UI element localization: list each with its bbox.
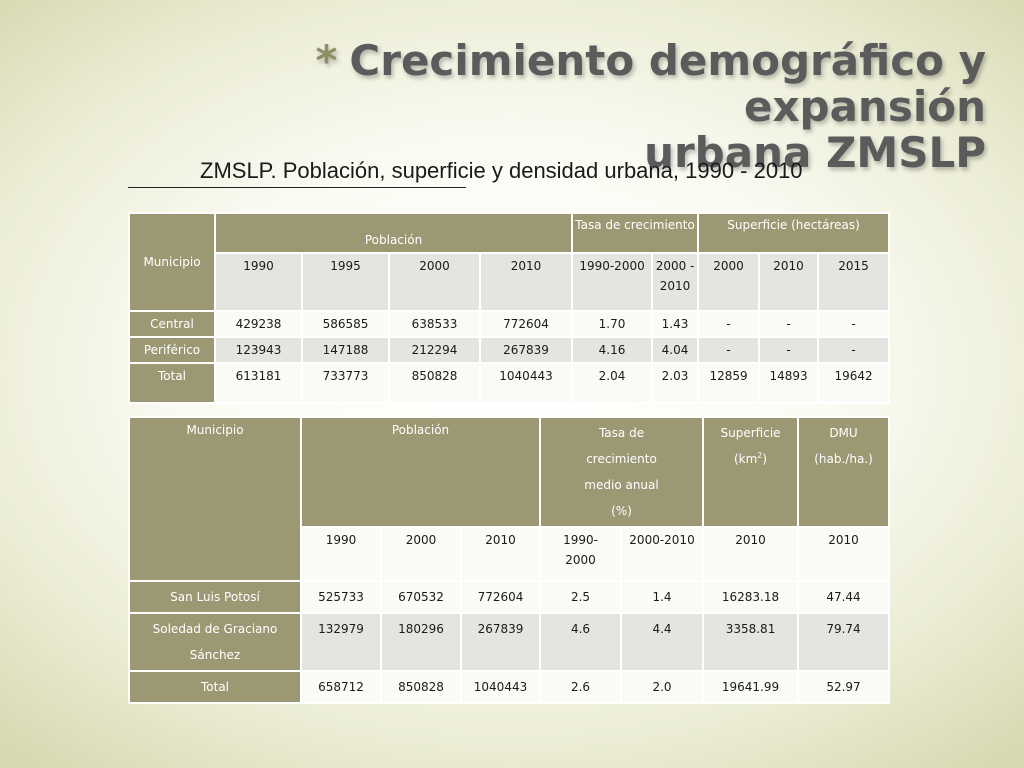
header-tasa-crecimiento: Tasa de crecimiento medio anual (%) <box>539 416 705 528</box>
table-cell: 4.16 <box>571 336 654 364</box>
table-cell: 613181 <box>214 362 303 404</box>
table-cell: 14893 <box>758 362 820 404</box>
subheader-cell: 1990 <box>214 252 303 312</box>
subheader-cell: 1990-2000 <box>539 526 623 582</box>
title-line-1: Crecimiento demográfico y expansión <box>349 36 986 131</box>
subheader-cell: 2000 - 2010 <box>651 252 700 312</box>
subheader-cell: 2015 <box>817 252 891 312</box>
header-dmu: DMU (hab./ha.) <box>797 416 891 528</box>
table-cell: 4.04 <box>651 336 700 364</box>
table-cell: - <box>817 310 891 338</box>
subheader-cell: 2010 <box>459 526 542 582</box>
table-cell: 12859 <box>697 362 761 404</box>
table-row: San Luis Potosí 525733 670532 772604 2.5 1.4 1… <box>128 580 891 614</box>
table-cell: 2.6 <box>539 670 623 704</box>
table-cell: 670532 <box>380 580 462 614</box>
header-superficie-label: Superficie <box>720 426 781 440</box>
table-row: Soledad de Graciano Sánchez 132979 180296 2… <box>128 612 891 672</box>
subheader-cell: 1995 <box>301 252 390 312</box>
table-cell: 772604 <box>459 580 542 614</box>
table-cell: 2.0 <box>620 670 705 704</box>
table-cell: 658712 <box>300 670 382 704</box>
table-cell: 525733 <box>300 580 382 614</box>
table-cell: 2.5 <box>539 580 623 614</box>
subheader-cell: 2000 <box>697 252 761 312</box>
subheader-cell: 2010 <box>797 526 891 582</box>
row-label: San Luis Potosí <box>128 580 302 614</box>
table-cell: 772604 <box>478 310 574 338</box>
subheader-cell: 1990 <box>300 526 382 582</box>
header-superficie: Superficie (km2) <box>702 416 800 528</box>
table-cell: - <box>758 336 820 364</box>
table-row: Total 658712 850828 1040443 2.6 2.0 19641.99 52… <box>128 670 891 704</box>
title-line-2: urbana ZMSLP <box>644 128 986 177</box>
table-cell: 850828 <box>388 362 481 404</box>
row-label: Total <box>128 670 302 704</box>
table-cell: - <box>697 310 761 338</box>
table-cell: 79.74 <box>797 612 891 672</box>
header-superficie-close: ) <box>762 452 768 466</box>
table-cell: 1.43 <box>651 310 700 338</box>
subheader-cell: 2010 <box>758 252 820 312</box>
table-cell: 4.4 <box>620 612 705 672</box>
row-label: Periférico <box>128 336 216 364</box>
table-cell: 267839 <box>459 612 542 672</box>
table-cell: 52.97 <box>797 670 891 704</box>
header-superficie-exponent: 2 <box>757 451 763 460</box>
table-cell: 123943 <box>214 336 303 364</box>
header-poblacion: Población <box>213 212 574 254</box>
table-cell: 1040443 <box>459 670 542 704</box>
table-cell: 2.04 <box>571 362 654 404</box>
table-cell: 132979 <box>300 612 382 672</box>
subheader-cell: 1990-2000 <box>571 252 654 312</box>
header-municipio: Municipio <box>128 212 216 312</box>
table-cell: 180296 <box>380 612 462 672</box>
subheader-cell: 2000 <box>388 252 481 312</box>
population-table-1990-2010: Municipio Población Tasa de crecimiento … <box>128 212 891 404</box>
table-cell: - <box>758 310 820 338</box>
header-superficie: Superficie (hectáreas) <box>697 212 891 254</box>
table-cell: 1040443 <box>478 362 574 404</box>
row-label: Total <box>128 362 216 404</box>
table-cell: 2.03 <box>651 362 700 404</box>
table-cell: 16283.18 <box>702 580 800 614</box>
slide-title: * Crecimiento demográfico y expansión urb… <box>86 38 986 176</box>
subheader-cell: 2010 <box>702 526 800 582</box>
population-density-table: Municipio Población Tasa de crecimiento … <box>128 416 891 704</box>
table-cell: 267839 <box>478 336 574 364</box>
row-label: Central <box>128 310 216 338</box>
header-superficie-unit: (km <box>733 452 758 466</box>
title-bullet: * <box>315 36 338 85</box>
table-cell: 1.70 <box>571 310 654 338</box>
table-cell: 1.4 <box>620 580 705 614</box>
subheader-cell: 2010 <box>478 252 574 312</box>
header-tasa-crecimiento: Tasa de crecimiento <box>571 212 700 254</box>
header-poblacion: Población <box>299 416 542 528</box>
header-municipio: Municipio <box>128 416 302 582</box>
table-cell: - <box>817 336 891 364</box>
table-cell: 733773 <box>301 362 390 404</box>
table-cell: 47.44 <box>797 580 891 614</box>
table-cell: 638533 <box>388 310 481 338</box>
table-cell: 19641.99 <box>702 670 800 704</box>
table-cell: 586585 <box>301 310 390 338</box>
table-cell: 3358.81 <box>702 612 800 672</box>
table-cell: 19642 <box>817 362 891 404</box>
table-row: Total 613181 733773 850828 1040443 2.04 2.03 12… <box>128 362 891 404</box>
caption-underline <box>128 187 466 188</box>
row-label: Soledad de Graciano Sánchez <box>128 612 302 672</box>
subheader-cell: 2000 <box>380 526 462 582</box>
table-cell: 4.6 <box>539 612 623 672</box>
table-cell: 147188 <box>301 336 390 364</box>
table-row: Central 429238 586585 638533 772604 1.70 1.43-… <box>128 310 891 338</box>
subheader-cell: 2000-2010 <box>620 526 705 582</box>
table-row: Periférico 123943 147188 212294 267839 4.16 4.… <box>128 336 891 364</box>
table-cell: - <box>697 336 761 364</box>
table-caption: ZMSLP. Población, superficie y densidad … <box>200 158 803 183</box>
table-cell: 212294 <box>388 336 481 364</box>
table-cell: 429238 <box>214 310 303 338</box>
table-cell: 850828 <box>380 670 462 704</box>
